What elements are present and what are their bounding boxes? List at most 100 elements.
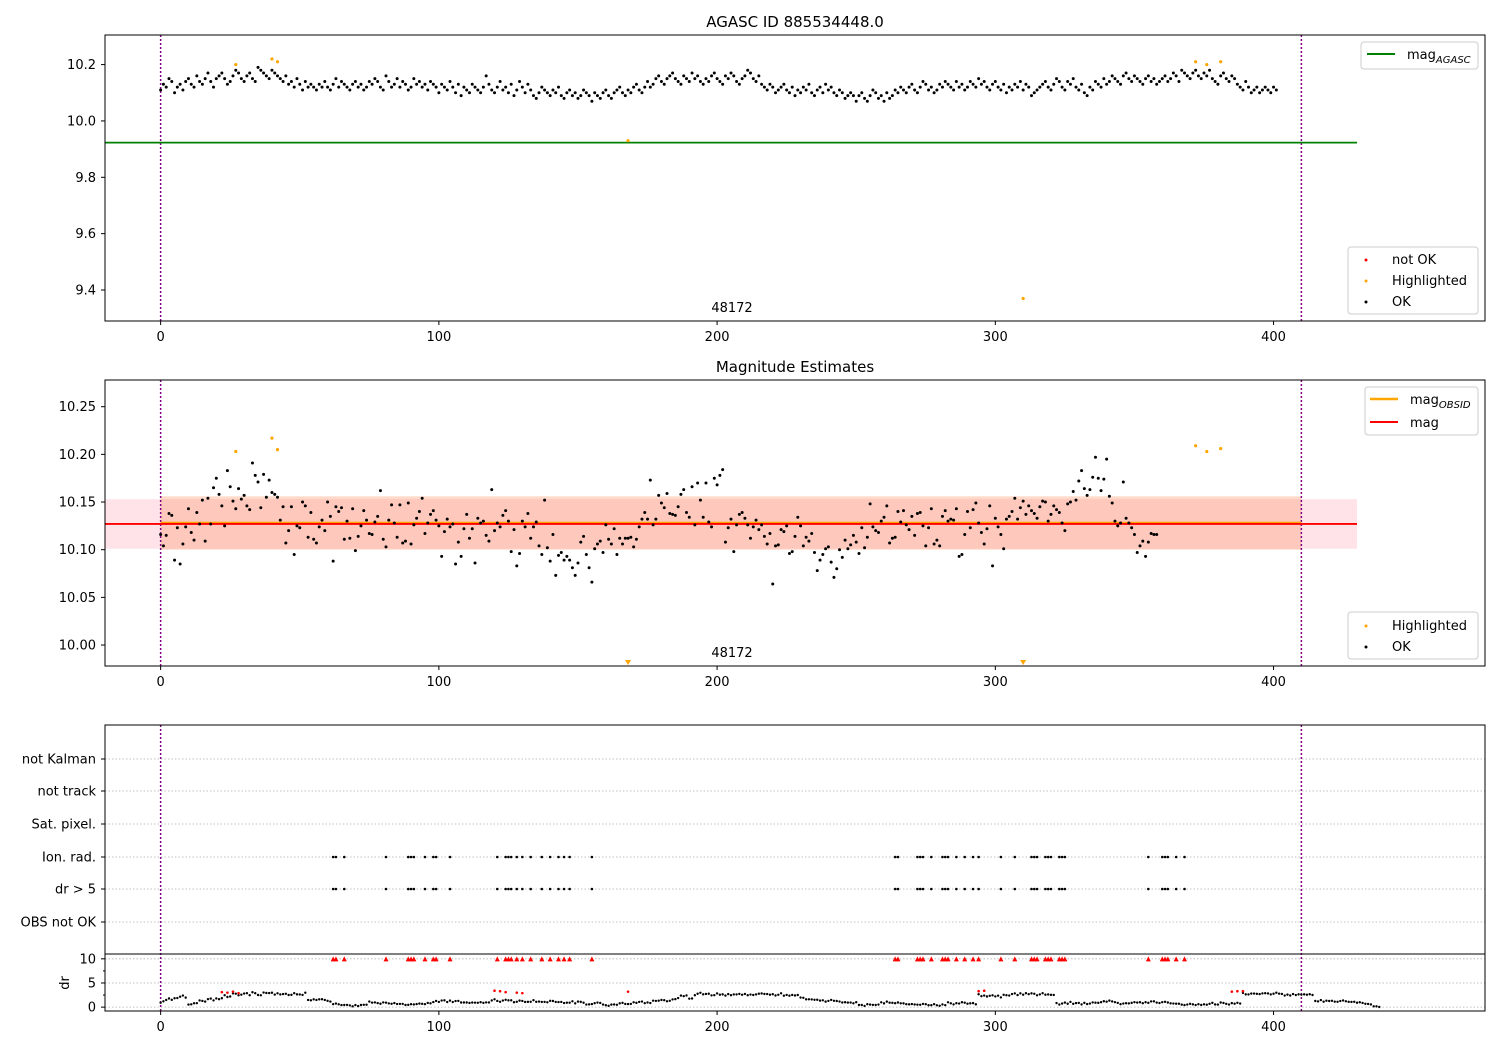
dr-capped-marker — [945, 956, 951, 962]
ok-point — [234, 68, 238, 72]
ok-point — [888, 96, 892, 100]
ok-point — [467, 91, 471, 95]
estimates-obsid-label: 48172 — [711, 646, 752, 661]
ok-point — [1052, 82, 1056, 86]
ok-point — [1027, 85, 1031, 89]
ok-point — [1096, 82, 1100, 86]
ok-point — [417, 79, 421, 83]
ok-point — [935, 88, 939, 92]
dr-point — [771, 992, 774, 996]
ok-point — [225, 82, 229, 86]
ok-point — [765, 88, 769, 92]
ok-point — [295, 77, 299, 81]
ok-point — [331, 559, 335, 563]
dr-point — [318, 998, 321, 1001]
ok-point — [184, 79, 188, 83]
ok-point — [715, 77, 719, 81]
ok-point — [456, 540, 460, 544]
dr-point — [365, 1003, 368, 1006]
ok-point — [440, 82, 444, 86]
x-tick-label: 300 — [983, 675, 1008, 690]
dr-not-ok-point — [1236, 989, 1239, 993]
dr-point — [173, 997, 176, 1000]
agasc-upper-legend: magAGASC — [1360, 41, 1479, 70]
dr-point — [1366, 1002, 1370, 1006]
ok-point — [815, 88, 819, 92]
dr-point — [1097, 1001, 1100, 1005]
ok-point — [793, 94, 797, 98]
ok-point — [1043, 500, 1047, 504]
dr-point — [1205, 1003, 1208, 1006]
flag-point — [977, 855, 980, 859]
dr-capped-marker — [494, 956, 500, 962]
flag-point — [529, 855, 532, 859]
estimates-upper-legend: magOBSID mag — [1364, 386, 1479, 436]
highlighted-point — [234, 449, 238, 454]
ok-point — [971, 508, 975, 512]
flag-point — [342, 855, 346, 859]
flag-point — [334, 855, 338, 859]
ok-point — [1029, 509, 1033, 513]
ok-point — [915, 511, 919, 515]
ok-point — [531, 525, 535, 529]
flag-point — [918, 855, 922, 859]
ok-point — [646, 79, 650, 83]
x-tick-label: 100 — [426, 1020, 451, 1035]
ok-point — [239, 497, 243, 501]
flag-point — [1032, 855, 1036, 859]
dr-point — [1266, 992, 1270, 995]
dr-point — [832, 999, 836, 1003]
dr-point — [242, 992, 246, 995]
dr-point — [643, 1001, 646, 1005]
dr-point — [543, 1000, 546, 1004]
ok-point — [851, 94, 855, 98]
ok-point — [1024, 82, 1028, 86]
dr-point — [690, 997, 694, 1000]
dr-point — [793, 994, 797, 997]
ok-point — [398, 503, 402, 507]
ok-point — [651, 523, 655, 527]
dr-point — [743, 992, 747, 996]
legend-marker-not-ok — [1364, 258, 1368, 262]
ok-point — [957, 554, 961, 558]
dr-point — [1225, 1002, 1228, 1006]
dr-point — [593, 1002, 596, 1005]
dr-point — [1152, 1000, 1156, 1003]
ok-point — [899, 520, 903, 524]
dr-point — [1113, 1000, 1117, 1004]
ok-point — [576, 96, 580, 100]
ok-point — [545, 91, 549, 95]
dr-point — [265, 991, 268, 995]
dr-point — [668, 999, 671, 1003]
ok-point — [776, 543, 780, 547]
ok-point — [726, 526, 730, 530]
ok-point — [1091, 475, 1095, 479]
ok-point — [214, 476, 218, 480]
dr-point — [1074, 1001, 1078, 1005]
dr-axis-label: dr — [58, 976, 73, 990]
dr-point — [1186, 1003, 1189, 1006]
ok-point — [687, 515, 691, 519]
flag-point — [963, 887, 967, 891]
ok-point — [671, 512, 675, 516]
ok-point — [876, 531, 880, 535]
ok-point — [339, 506, 343, 510]
ok-point — [657, 493, 661, 497]
ok-point — [988, 88, 992, 92]
dr-capped-marker — [508, 956, 514, 962]
dr-point — [802, 996, 805, 999]
dr-capped-marker — [970, 956, 976, 962]
flag-point — [955, 855, 958, 859]
dr-point — [860, 1003, 863, 1007]
ok-point — [632, 545, 636, 549]
flag-row-label: not track — [37, 785, 96, 800]
dr-point — [885, 1000, 889, 1003]
ok-point — [328, 514, 332, 518]
dr-point — [1094, 1001, 1097, 1004]
dr-point — [1341, 999, 1345, 1002]
ok-point — [551, 532, 555, 536]
ok-point — [515, 88, 519, 92]
flag-row-label: Ion. rad. — [42, 851, 96, 866]
ok-point — [1063, 529, 1067, 533]
ok-point — [718, 79, 722, 83]
